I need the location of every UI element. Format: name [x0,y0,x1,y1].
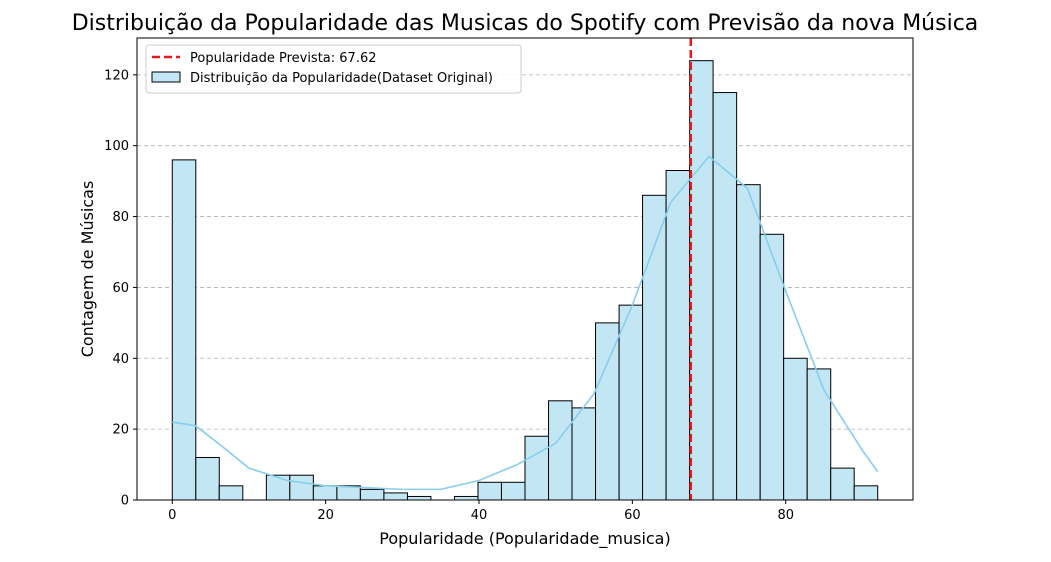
y-tick-label: 40 [112,352,129,367]
histogram-bar [312,485,338,501]
histogram-bar [383,492,408,501]
x-tick-label: 0 [168,508,176,523]
histogram-bar [830,467,855,501]
y-tick-label: 100 [104,139,129,154]
y-axis-label: Contagem de Músicas [78,181,97,358]
legend-label: Distribuição da Popularidade(Dataset Ori… [190,71,493,86]
y-tick-label: 20 [112,423,129,438]
histogram-bar [453,495,479,501]
y-tick-label: 0 [121,494,129,509]
legend-patch-swatch [151,71,181,83]
y-tick-label: 80 [112,210,129,225]
y-tick-label: 120 [104,68,129,83]
histogram-bar [689,60,714,501]
x-tick-label: 20 [317,508,334,523]
x-axis-label: Popularidade (Popularidade_musica) [379,529,670,549]
histogram-bar [477,481,502,501]
chart-title: Distribuição da Popularidade das Musicas… [72,11,979,36]
histogram-bar [548,400,573,501]
histogram-bar [712,92,738,501]
plot-frame [136,37,914,501]
histogram-bar [524,435,550,501]
histogram-bar [642,194,667,501]
histogram-bar [783,357,808,501]
histogram-bar [500,481,526,501]
histogram-bar [171,159,197,501]
histogram-bar [289,474,314,501]
histogram-bar [195,456,220,501]
histogram-bar [571,407,597,501]
histogram-bar [265,474,291,501]
histogram-bar [595,322,620,501]
kde-line [172,155,879,491]
x-tick-label: 80 [777,508,794,523]
histogram-bar [806,368,832,501]
histogram-bar [665,170,691,501]
histogram-bar [218,485,244,501]
histogram-bar [359,488,385,501]
histogram-bar [736,184,761,501]
histogram-bar [618,304,644,501]
histogram-bar [406,495,432,501]
legend: Popularidade Prevista: 67.62 Distribuição… [145,44,522,94]
y-tick-label: 60 [112,281,129,296]
x-tick-label: 40 [471,508,488,523]
histogram-bar [853,485,879,501]
legend-label: Popularidade Prevista: 67.62 [190,51,377,66]
x-tick-label: 60 [624,508,641,523]
legend-box [145,44,522,94]
